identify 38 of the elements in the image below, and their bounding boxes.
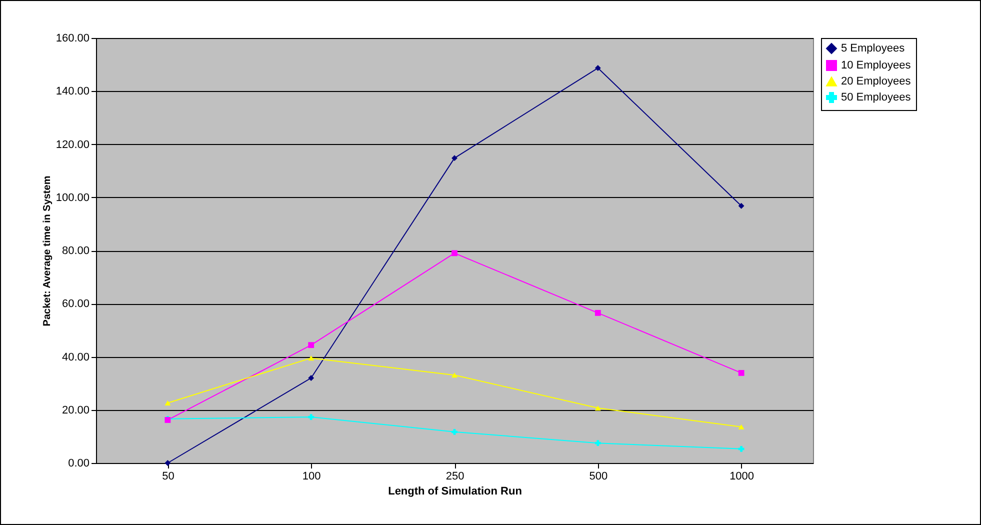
legend-label: 20 Employees: [841, 76, 912, 88]
y-tick-label: 160.00: [56, 32, 90, 44]
y-tick-label: 80.00: [62, 245, 90, 257]
point: [738, 446, 744, 452]
x-tick-label: 1000: [730, 470, 754, 482]
x-tick-label: 100: [302, 470, 321, 482]
y-tick-label: 100.00: [56, 192, 90, 204]
point: [452, 250, 458, 256]
point: [594, 405, 601, 411]
legend-label: 10 Employees: [841, 60, 912, 72]
point: [594, 310, 601, 316]
x-axis-title: Length of Simulation Run: [388, 486, 522, 498]
point: [738, 202, 744, 209]
point: [452, 428, 458, 435]
point: [594, 440, 601, 446]
point: [452, 155, 458, 162]
point: [452, 372, 458, 378]
y-tick-label: 140.00: [56, 86, 90, 98]
legend-label: 5 Employees: [841, 42, 906, 54]
y-axis-title: Packet: Average time in System: [42, 176, 53, 326]
x-tick-label: 250: [446, 470, 464, 482]
point: [308, 414, 314, 420]
y-tick-label: 40.00: [62, 351, 90, 364]
point: [308, 342, 314, 348]
point: [594, 65, 601, 71]
x-tick-label: 50: [162, 470, 174, 482]
y-tick-label: 120.00: [56, 138, 90, 151]
point: [308, 356, 314, 361]
point: [738, 424, 744, 430]
point: [164, 460, 171, 466]
y-tick-label: 0.00: [68, 458, 90, 470]
point: [164, 400, 171, 406]
point: [738, 370, 744, 376]
y-tick-label: 20.00: [62, 404, 90, 416]
legend-label: 50 Employees: [841, 92, 912, 104]
point: [308, 375, 314, 381]
y-tick-label: 60.00: [62, 298, 90, 310]
x-tick-label: 500: [589, 470, 608, 482]
